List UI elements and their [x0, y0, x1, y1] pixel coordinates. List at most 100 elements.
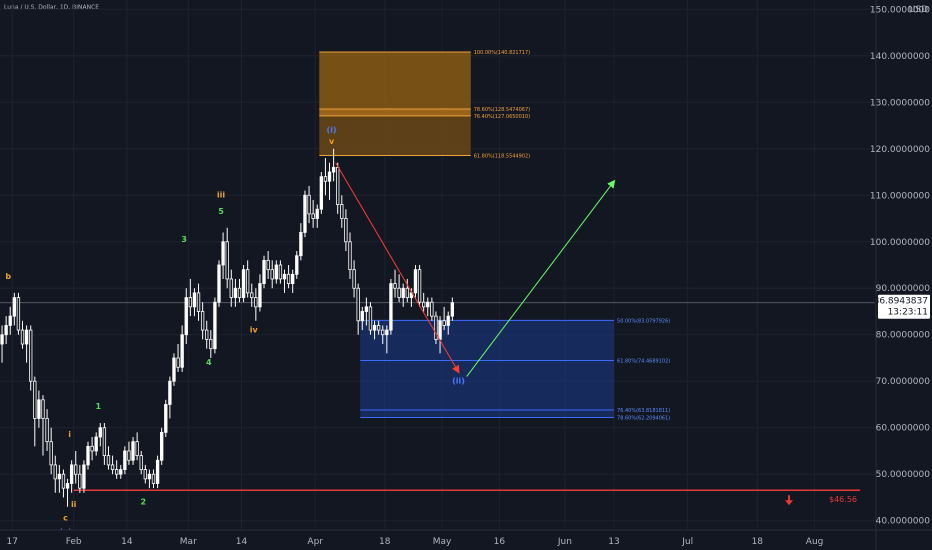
candle-body-up [65, 483, 70, 489]
candle [37, 390, 41, 428]
candle [237, 278, 242, 303]
candle [217, 260, 221, 307]
candle [405, 278, 409, 303]
candle-body-up [24, 329, 29, 345]
candle-body-up [57, 473, 62, 480]
candle [315, 204, 319, 228]
candle-body-up [217, 264, 221, 303]
candle-body-up [94, 436, 98, 452]
candle-body-down [336, 166, 340, 205]
current-price-value: 86.8943837 [874, 297, 928, 307]
candle [344, 209, 348, 252]
candle-body-up [12, 297, 16, 317]
candle-body-down [442, 320, 446, 326]
candle-body-down [270, 269, 274, 280]
candle [295, 251, 299, 279]
candle [12, 292, 16, 326]
candle [57, 464, 62, 493]
candle [221, 232, 225, 279]
candle-body-down [114, 469, 119, 475]
candle-countdown: 13:23:11 [888, 308, 928, 318]
candle-body-down [110, 464, 115, 470]
candle-body-up [385, 329, 389, 336]
candle-body-up [4, 325, 8, 336]
candle [282, 269, 287, 293]
candle-body-down [102, 427, 107, 457]
candle [168, 376, 172, 419]
candle-body-down [41, 399, 45, 419]
candle [123, 446, 127, 475]
candle [376, 320, 381, 335]
candle [131, 437, 135, 465]
candle [299, 223, 303, 261]
candle [401, 283, 405, 307]
candle-body-up [360, 311, 364, 322]
candle-body-up [221, 241, 225, 266]
candle [33, 376, 37, 447]
candle [188, 278, 193, 317]
candle [442, 306, 446, 331]
candle [250, 283, 254, 307]
candle [8, 306, 12, 335]
x-tick-label: Jun [557, 537, 572, 547]
candle-body-down [151, 473, 156, 484]
candle-body-up [37, 399, 41, 419]
x-tick-label: 18 [752, 537, 764, 547]
y-tick-label: 130.0000000 [870, 98, 930, 108]
fib-blue-label: 50.00%(83.0797926) [617, 318, 670, 324]
candle-body-up [168, 380, 172, 405]
candle [49, 427, 53, 475]
candle-body-up [409, 292, 414, 298]
y-tick-label: 140.0000000 [870, 52, 930, 62]
candle [356, 283, 360, 335]
candle [86, 441, 90, 470]
candle-body-down [417, 269, 422, 303]
candle-body-up [164, 404, 168, 433]
candle-body-down [16, 297, 21, 331]
candle-body-down [49, 441, 53, 466]
chart-title: Luna / U.S. Dollar, 1D, BINANCE [4, 4, 100, 11]
candle [160, 427, 164, 465]
y-tick-label: 120.0000000 [870, 145, 930, 155]
wave-label: (i) [327, 126, 337, 135]
candle [446, 311, 450, 335]
candle-body-down [143, 469, 147, 480]
candle [176, 344, 180, 372]
candle-body-up [426, 301, 430, 308]
candle [172, 353, 176, 386]
candle-body-down [78, 473, 82, 489]
candle [327, 162, 332, 200]
fib-orange-zone-middle [319, 109, 471, 116]
candle [381, 325, 385, 345]
candle [114, 460, 119, 479]
candle-body-up [364, 306, 369, 312]
candle-body-down [33, 380, 37, 419]
candle [233, 278, 238, 307]
wave-label: c [63, 514, 68, 523]
candle-body-up [450, 302, 454, 317]
candle [135, 432, 139, 461]
candle-body-up [0, 334, 4, 345]
up-arrow [466, 179, 616, 377]
x-tick-label: May [433, 537, 452, 547]
x-tick-label: Feb [66, 537, 82, 547]
y-tick-label: 40.0000000 [876, 517, 931, 527]
candle [102, 423, 107, 465]
candle [53, 455, 57, 493]
y-tick-label: 110.0000000 [870, 191, 930, 201]
candle-body-up [180, 334, 184, 368]
candle-body-down [286, 273, 291, 284]
candle [110, 455, 115, 475]
candle-body-down [20, 329, 25, 345]
candle [229, 269, 233, 307]
candle [196, 283, 201, 321]
candle-body-down [368, 306, 373, 331]
candle [430, 297, 434, 321]
candle [24, 325, 29, 363]
fib-orange-label: 78.60%(128.5474067) [474, 107, 530, 113]
candle [291, 269, 295, 293]
candle [200, 302, 205, 340]
currency-label[interactable]: USD [909, 5, 928, 15]
current-price-badge [878, 294, 930, 319]
